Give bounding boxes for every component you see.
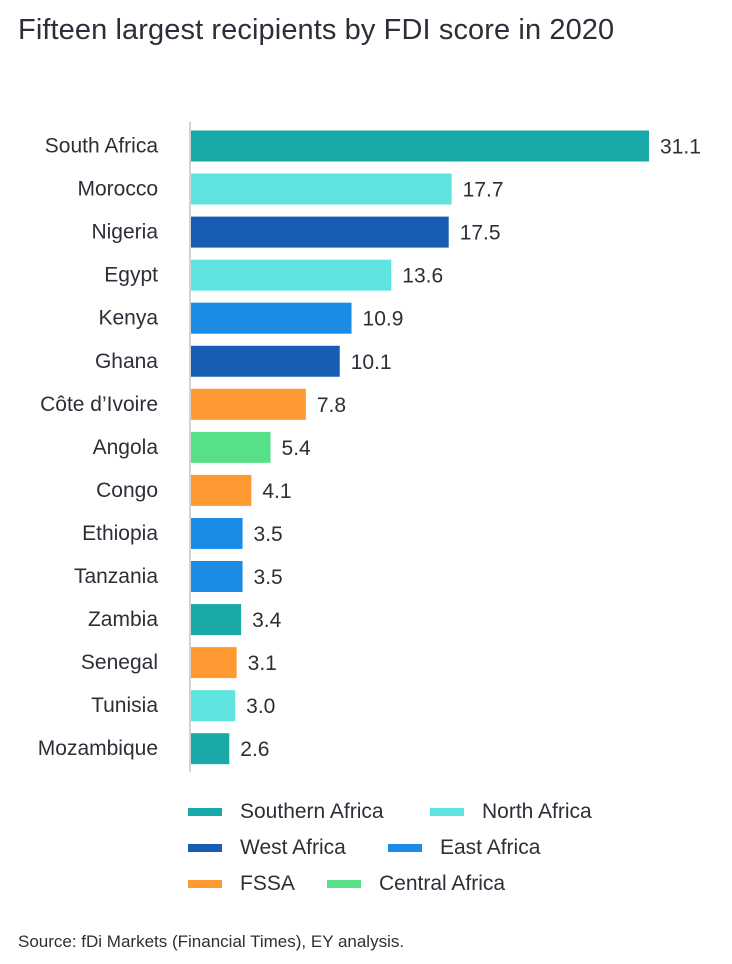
bar xyxy=(191,517,243,549)
category-label: Côte d’Ivoire xyxy=(40,393,158,416)
category-label: Angola xyxy=(93,436,159,459)
legend-label: West Africa xyxy=(240,836,346,859)
bar xyxy=(191,173,452,205)
data-label: 3.5 xyxy=(254,566,283,589)
legend-swatch xyxy=(188,880,222,888)
data-label: 10.1 xyxy=(351,351,392,374)
data-label: 13.6 xyxy=(402,265,443,288)
bar xyxy=(191,474,252,506)
legend-item-north-africa: North Africa xyxy=(430,798,592,826)
legend-swatch xyxy=(188,844,222,852)
bar-chart: South Africa 31.1 Morocco 17.7 Nigeria 17.5 Eg… xyxy=(38,122,701,772)
legend-swatch xyxy=(388,844,422,852)
data-label: 3.1 xyxy=(248,652,277,675)
data-label: 5.4 xyxy=(282,437,312,460)
data-label: 3.5 xyxy=(254,523,283,546)
bar xyxy=(191,431,271,463)
data-label: 4.1 xyxy=(262,480,291,503)
category-label: Mozambique xyxy=(38,737,158,760)
category-label: Tanzania xyxy=(74,565,158,588)
category-label: Egypt xyxy=(104,264,158,287)
bar xyxy=(191,604,242,636)
chart-title: Fifteen largest recipients by FDI score … xyxy=(18,14,615,46)
bar xyxy=(191,345,340,377)
bar xyxy=(191,561,243,592)
data-label: 7.8 xyxy=(317,394,346,417)
legend-item-fssa: FSSA xyxy=(188,870,295,898)
legend-label: East Africa xyxy=(440,836,541,859)
legend-item-east-africa: East Africa xyxy=(388,834,540,862)
category-label: Congo xyxy=(96,479,158,502)
bar xyxy=(191,259,392,291)
source-note: Source: fDi Markets (Financial Times), E… xyxy=(18,932,405,951)
legend-item-central-africa: Central Africa xyxy=(327,870,505,898)
legend-label: Southern Africa xyxy=(240,800,384,823)
legend: Southern Africa North Africa West Africa… xyxy=(188,798,708,906)
legend-label: Central Africa xyxy=(379,872,506,895)
legend-swatch xyxy=(327,880,361,888)
bar xyxy=(191,690,236,722)
legend-label: North Africa xyxy=(482,800,592,823)
category-label: Senegal xyxy=(81,651,158,674)
category-label: Kenya xyxy=(98,307,158,330)
bar xyxy=(191,388,306,420)
data-label: 17.5 xyxy=(460,222,501,245)
data-label: 10.9 xyxy=(363,308,404,331)
bar xyxy=(191,733,230,765)
bar xyxy=(191,130,649,162)
bar xyxy=(191,216,449,248)
legend-item-southern-africa: Southern Africa xyxy=(188,798,384,826)
bar xyxy=(191,647,237,679)
category-label: Ghana xyxy=(95,350,158,373)
legend-label: FSSA xyxy=(240,872,295,895)
legend-item-west-africa: West Africa xyxy=(188,834,346,862)
legend-swatch xyxy=(430,808,464,816)
category-label: Nigeria xyxy=(91,221,158,244)
category-label: South Africa xyxy=(45,135,159,158)
data-label: 2.6 xyxy=(240,738,269,761)
data-label: 31.1 xyxy=(660,136,701,159)
data-label: 3.0 xyxy=(246,695,275,718)
legend-swatch xyxy=(188,808,222,816)
category-label: Morocco xyxy=(77,178,158,201)
bar xyxy=(191,302,352,334)
data-label: 17.7 xyxy=(463,179,504,202)
data-label: 3.4 xyxy=(252,609,282,632)
category-label: Zambia xyxy=(88,608,158,631)
category-label: Ethiopia xyxy=(82,522,158,545)
category-label: Tunisia xyxy=(91,694,158,717)
